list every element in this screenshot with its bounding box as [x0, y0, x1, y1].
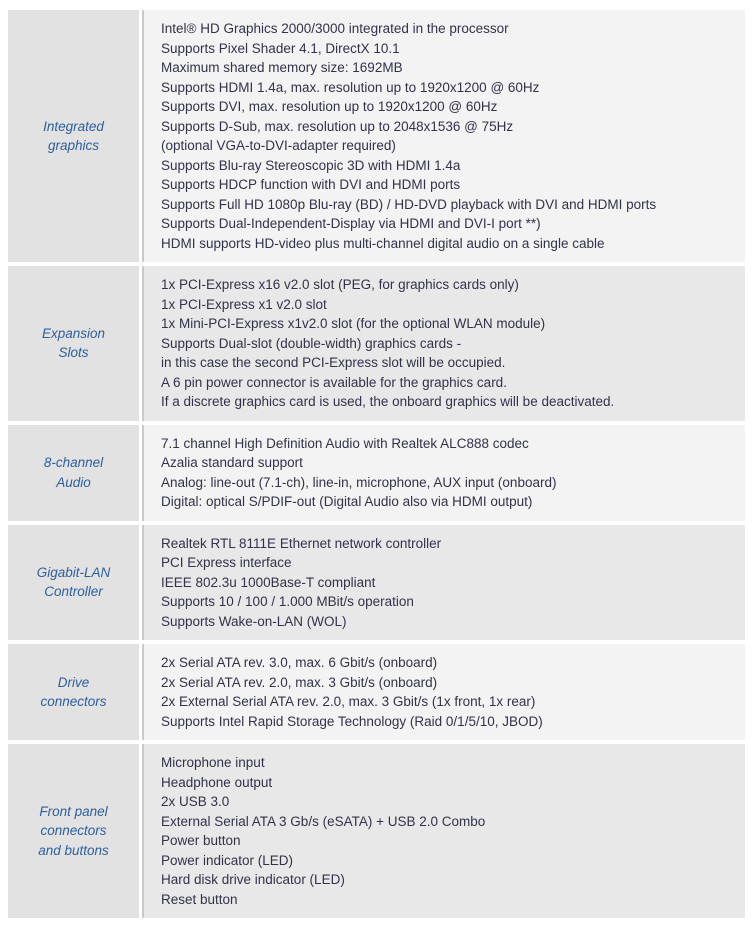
spec-line: If a discrete graphics card is used, the… — [161, 394, 615, 409]
row-content-cell: 2x Serial ATA rev. 3.0, max. 6 Gbit/s (o… — [144, 644, 745, 740]
spec-line: Supports Dual-slot (double-width) graphi… — [161, 335, 462, 351]
row-label: Drive connectors — [40, 674, 107, 710]
spec-line: 1x PCI-Express x16 v2.0 slot (PEG, for g… — [161, 277, 519, 292]
row-label: Integrated graphics — [43, 118, 104, 154]
spec-line: HDMI supports HD-video plus multi-channe… — [161, 235, 605, 251]
row-label: Front panel connectors and buttons — [38, 803, 109, 858]
spec-table-row: Expansion Slots 1x PCI-Express x16 v2.0 … — [8, 266, 745, 421]
spec-line: Hard disk drive indicator (LED) — [161, 872, 345, 887]
spec-line: Supports HDMI 1.4a, max. resolution up t… — [161, 79, 540, 95]
row-label-cell: 8-channel Audio — [8, 424, 139, 521]
spec-line: Power button — [161, 833, 241, 848]
spec-line: 2x Serial ATA rev. 2.0, max. 3 Gbit/s (o… — [161, 674, 438, 690]
spec-table-row: Gigabit-LAN Controller Realtek RTL 8111E… — [8, 524, 745, 640]
spec-line: Supports Wake-on-LAN (WOL) — [161, 613, 347, 629]
row-content-cell: Intel® HD Graphics 2000/3000 integrated … — [144, 10, 745, 262]
spec-line: Maximum shared memory size: 1692MB — [161, 60, 403, 75]
row-label: Gigabit-LAN Controller — [36, 564, 111, 600]
spec-line: Supports Blu-ray Stereoscopic 3D with HD… — [161, 157, 461, 173]
spec-line: 7.1 channel High Definition Audio with R… — [161, 435, 529, 451]
spec-line: Analog: line-out (7.1-ch), line-in, micr… — [161, 474, 557, 490]
spec-line: Realtek RTL 8111E Ethernet network contr… — [161, 535, 442, 551]
spec-line: 2x External Serial ATA rev. 2.0, max. 3 … — [161, 694, 536, 709]
spec-table-row: Drive connectors 2x Serial ATA rev. 3.0,… — [8, 644, 745, 740]
column-divider — [142, 10, 144, 262]
spec-line: Supports Full HD 1080p Blu-ray (BD) / HD… — [161, 196, 657, 212]
spec-line: Digital: optical S/PDIF-out (Digital Aud… — [161, 494, 533, 509]
spec-line: Supports HDCP function with DVI and HDMI… — [161, 177, 461, 192]
spec-line: Supports Intel Rapid Storage Technology … — [161, 713, 543, 729]
spec-line: Supports Pixel Shader 4.1, DirectX 10.1 — [161, 40, 400, 56]
spec-line: Intel® HD Graphics 2000/3000 integrated … — [161, 21, 509, 36]
row-content-cell: 7.1 channel High Definition Audio with R… — [144, 424, 745, 521]
spec-line: (optional VGA-to-DVI-adapter required) — [161, 138, 396, 153]
spec-line: IEEE 802.3u 1000Base-T compliant — [161, 574, 376, 590]
row-label-cell: Gigabit-LAN Controller — [8, 524, 139, 640]
row-content-cell: Microphone input Headphone output 2x USB 3… — [144, 744, 745, 918]
column-divider — [142, 266, 144, 421]
spec-line: Supports DVI, max. resolution up to 1920… — [161, 99, 498, 114]
column-divider — [142, 644, 144, 740]
spec-line: A 6 pin power connector is available for… — [161, 374, 507, 390]
row-label-cell: Drive connectors — [8, 644, 139, 740]
spec-line: Reset button — [161, 891, 238, 907]
spec-line: Headphone output — [161, 774, 273, 790]
spec-line: Supports 10 / 100 / 1.000 MBit/s operati… — [161, 594, 414, 609]
column-divider — [142, 424, 144, 521]
spec-table-row: 8-channel Audio 7.1 channel High Definit… — [8, 424, 745, 521]
spec-line: Microphone input — [161, 755, 265, 770]
column-divider — [142, 524, 144, 640]
row-label: Expansion Slots — [41, 325, 106, 361]
spec-line: Supports Dual-Independent-Display via HD… — [161, 216, 541, 231]
spec-table-row: Front panel connectors and buttons Micro… — [8, 744, 745, 918]
spec-table: Integrated graphics Intel® HD Graphics 2… — [8, 10, 745, 918]
spec-line: PCI Express interface — [161, 555, 292, 570]
spec-line: Power indicator (LED) — [161, 852, 294, 868]
row-content-cell: 1x PCI-Express x16 v2.0 slot (PEG, for g… — [144, 266, 745, 421]
spec-line: in this case the second PCI-Express slot… — [161, 355, 506, 370]
spec-line: 1x Mini-PCI-Express x1v2.0 slot (for the… — [161, 316, 546, 331]
row-content-cell: Realtek RTL 8111E Ethernet network contr… — [144, 524, 745, 640]
row-label: 8-channel Audio — [43, 455, 104, 490]
spec-line: Azalia standard support — [161, 455, 303, 470]
spec-table-row: Integrated graphics Intel® HD Graphics 2… — [8, 10, 745, 262]
row-label-cell: Front panel connectors and buttons — [8, 744, 139, 918]
row-label-cell: Integrated graphics — [8, 10, 139, 262]
spec-line: External Serial ATA 3 Gb/s (eSATA) + USB… — [161, 813, 486, 829]
row-label-cell: Expansion Slots — [8, 266, 139, 421]
spec-line: 2x USB 3.0 — [161, 794, 230, 809]
spec-line: Supports D-Sub, max. resolution up to 20… — [161, 118, 514, 134]
column-divider — [142, 744, 144, 918]
spec-line: 2x Serial ATA rev. 3.0, max. 6 Gbit/s (o… — [161, 655, 438, 670]
spec-line: 1x PCI-Express x1 v2.0 slot — [161, 296, 327, 312]
